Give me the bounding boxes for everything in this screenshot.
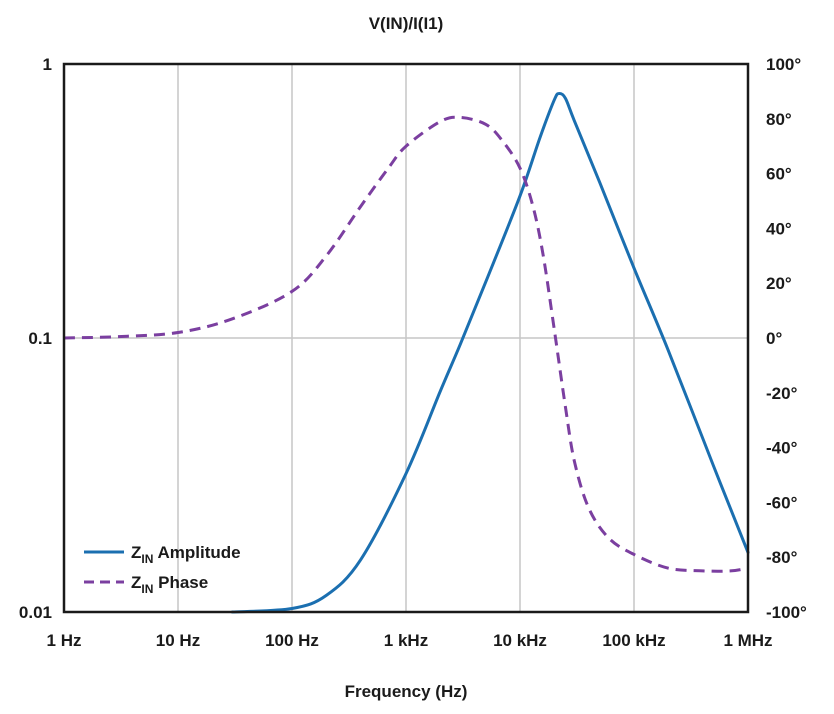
amplitude-series-line (230, 92, 750, 614)
y-left-axis-ticks: 0.01 0.1 1 (19, 55, 52, 622)
x-tick-label: 1 Hz (47, 631, 82, 650)
legend: ZIN Amplitude ZIN Phase (84, 543, 241, 596)
chart-title: V(IN)/I(I1) (369, 14, 444, 33)
y-right-tick-label: 60° (766, 165, 792, 184)
y-right-tick-label: 0° (766, 329, 782, 348)
x-tick-label: 10 Hz (156, 631, 200, 650)
y-right-tick-label: 80° (766, 110, 792, 129)
y-right-tick-label: 40° (766, 219, 792, 238)
legend-entry-label: ZIN Phase (131, 573, 208, 596)
x-tick-label: 10 kHz (493, 631, 547, 650)
y-left-tick-label: 1 (43, 55, 52, 74)
y-right-tick-label: -40° (766, 439, 798, 458)
y-left-tick-label: 0.1 (28, 329, 52, 348)
y-right-tick-label: -100° (766, 603, 807, 622)
y-right-axis-ticks: 100° 80° 60° 40° 20° 0° -20° -40° -60° -80° -100° (766, 55, 807, 622)
y-right-tick-label: -20° (766, 384, 798, 403)
y-right-tick-label: -60° (766, 493, 798, 512)
y-right-tick-label: -80° (766, 548, 798, 567)
x-tick-label: 100 Hz (265, 631, 319, 650)
y-left-tick-label: 0.01 (19, 603, 52, 622)
x-axis-label: Frequency (Hz) (345, 682, 468, 701)
phase-series-line (63, 115, 749, 573)
y-right-tick-label: 20° (766, 274, 792, 293)
x-tick-label: 1 kHz (384, 631, 428, 650)
grid-lines (64, 64, 748, 612)
x-tick-label: 1 MHz (723, 631, 772, 650)
series-layer (63, 92, 750, 614)
plot-frame (62, 62, 750, 614)
legend-entry-label: ZIN Amplitude (131, 543, 241, 566)
x-axis-ticks: 1 Hz 10 Hz 100 Hz 1 kHz 10 kHz 100 kHz 1 MHz (47, 631, 773, 650)
y-right-tick-label: 100° (766, 55, 801, 74)
x-tick-label: 100 kHz (602, 631, 665, 650)
